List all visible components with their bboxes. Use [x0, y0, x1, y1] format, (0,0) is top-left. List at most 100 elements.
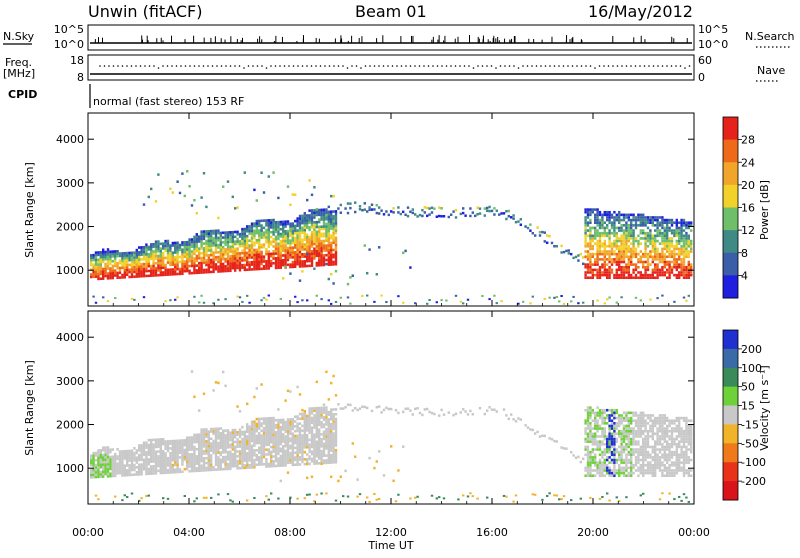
data-cell [328, 242, 330, 245]
data-cell [316, 221, 318, 224]
data-cell [680, 253, 682, 256]
data-cell [119, 455, 121, 458]
data-cell [611, 474, 613, 477]
data-cell [335, 256, 337, 259]
data-cell [148, 463, 150, 466]
data-cell [313, 409, 315, 412]
data-cell [644, 245, 646, 248]
data-cell [601, 224, 603, 227]
data-cell [179, 451, 181, 454]
date-title: 16/May/2012 [588, 2, 693, 21]
data-cell [335, 394, 337, 397]
data-cell [174, 468, 176, 471]
data-cell [109, 258, 111, 261]
data-cell [112, 465, 114, 468]
cpid-value: normal (fast stereo) 153 RF [93, 95, 244, 108]
data-cell [354, 201, 356, 204]
data-cell [584, 227, 586, 230]
data-cell [119, 269, 121, 272]
data-cell [584, 430, 586, 433]
data-cell [304, 243, 306, 246]
data-cell [128, 271, 130, 274]
data-cell [205, 469, 207, 472]
data-cell [160, 264, 162, 267]
data-cell [304, 441, 306, 444]
data-cell [246, 264, 248, 267]
data-cell [200, 257, 202, 260]
data-cell [131, 271, 133, 274]
data-cell [244, 240, 246, 243]
data-cell [625, 237, 627, 240]
data-cell [613, 472, 615, 475]
data-cell [318, 438, 320, 441]
data-cell [584, 232, 586, 235]
data-cell [601, 419, 603, 422]
data-cell [594, 412, 596, 415]
data-cell [152, 255, 154, 258]
data-cell [196, 260, 198, 263]
data-cell [620, 451, 622, 454]
data-cell [287, 442, 289, 445]
data-cell [119, 460, 121, 463]
data-cell [164, 264, 166, 267]
data-cell [239, 410, 241, 413]
data-cell [647, 266, 649, 269]
data-cell [234, 207, 236, 210]
data-cell [685, 227, 687, 230]
data-cell [210, 247, 212, 250]
data-cell [251, 263, 253, 266]
data-cell [212, 430, 214, 433]
data-cell [236, 455, 238, 458]
nave-dot [140, 65, 142, 67]
data-cell [268, 175, 270, 178]
data-cell [92, 259, 94, 262]
data-cell [104, 466, 106, 469]
data-cell [306, 441, 308, 444]
data-cell [318, 228, 320, 231]
data-cell [673, 266, 675, 269]
data-cell [294, 425, 296, 428]
data-cell [150, 267, 152, 270]
data-cell [594, 261, 596, 264]
data-cell [232, 438, 234, 441]
data-cell [188, 185, 190, 188]
data-cell [109, 448, 111, 451]
data-cell [680, 232, 682, 235]
data-cell [618, 237, 620, 240]
data-cell [104, 251, 106, 254]
data-cell [217, 435, 219, 438]
data-cell [328, 244, 330, 247]
data-cell [160, 250, 162, 253]
data-cell [203, 445, 205, 448]
data-cell [644, 248, 646, 251]
data-cell [272, 417, 274, 420]
data-cell [256, 437, 258, 440]
data-cell [174, 266, 176, 269]
data-cell [318, 247, 320, 250]
data-cell [263, 297, 265, 299]
data-cell [246, 442, 248, 445]
data-cell [623, 472, 625, 475]
data-cell [599, 235, 601, 238]
data-cell [210, 430, 212, 433]
data-cell [664, 245, 666, 248]
data-cell [659, 224, 661, 227]
data-cell [208, 442, 210, 445]
data-cell [652, 235, 654, 238]
data-cell [119, 252, 121, 255]
data-cell [618, 248, 620, 251]
data-cell [287, 232, 289, 235]
data-cell [148, 451, 150, 454]
data-cell [102, 466, 104, 469]
data-cell [320, 261, 322, 264]
data-cell [191, 436, 193, 439]
colorbar-tick-label: 12 [741, 224, 755, 237]
data-cell [613, 474, 615, 477]
nave-dot [446, 65, 448, 67]
data-cell [200, 455, 202, 458]
data-cell [349, 404, 351, 407]
data-cell [402, 252, 404, 255]
data-cell [426, 303, 428, 305]
data-cell [616, 433, 618, 436]
data-cell [282, 428, 284, 431]
